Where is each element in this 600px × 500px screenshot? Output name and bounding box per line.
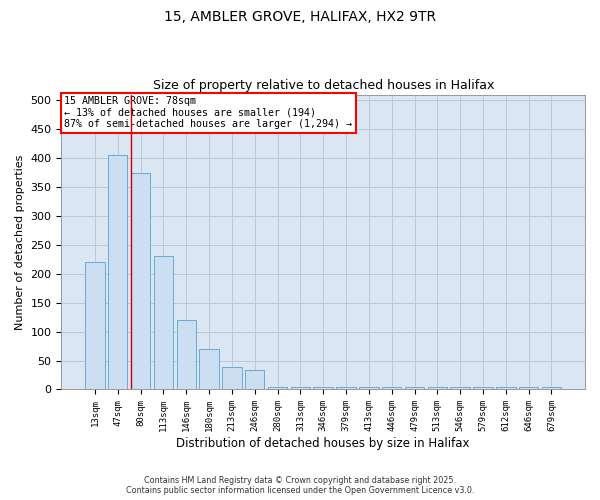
Bar <box>176 320 196 390</box>
Title: Size of property relative to detached houses in Halifax: Size of property relative to detached ho… <box>152 79 494 92</box>
Bar <box>473 386 493 390</box>
Bar <box>428 386 447 390</box>
Bar <box>313 386 333 390</box>
X-axis label: Distribution of detached houses by size in Halifax: Distribution of detached houses by size … <box>176 437 470 450</box>
Bar <box>451 386 470 390</box>
Bar <box>542 386 561 390</box>
Bar <box>131 172 150 390</box>
Bar <box>405 386 424 390</box>
Y-axis label: Number of detached properties: Number of detached properties <box>15 154 25 330</box>
Bar <box>496 386 515 390</box>
Text: 15, AMBLER GROVE, HALIFAX, HX2 9TR: 15, AMBLER GROVE, HALIFAX, HX2 9TR <box>164 10 436 24</box>
Bar <box>382 386 401 390</box>
Bar <box>85 262 104 390</box>
Text: Contains HM Land Registry data © Crown copyright and database right 2025.
Contai: Contains HM Land Registry data © Crown c… <box>126 476 474 495</box>
Bar <box>199 349 219 390</box>
Bar <box>519 386 538 390</box>
Bar <box>268 386 287 390</box>
Bar <box>154 256 173 390</box>
Bar <box>337 386 356 390</box>
Bar <box>359 386 379 390</box>
Bar <box>222 368 242 390</box>
Bar <box>245 370 265 390</box>
Bar <box>108 156 127 390</box>
Bar <box>290 386 310 390</box>
Text: 15 AMBLER GROVE: 78sqm
← 13% of detached houses are smaller (194)
87% of semi-de: 15 AMBLER GROVE: 78sqm ← 13% of detached… <box>64 96 352 129</box>
